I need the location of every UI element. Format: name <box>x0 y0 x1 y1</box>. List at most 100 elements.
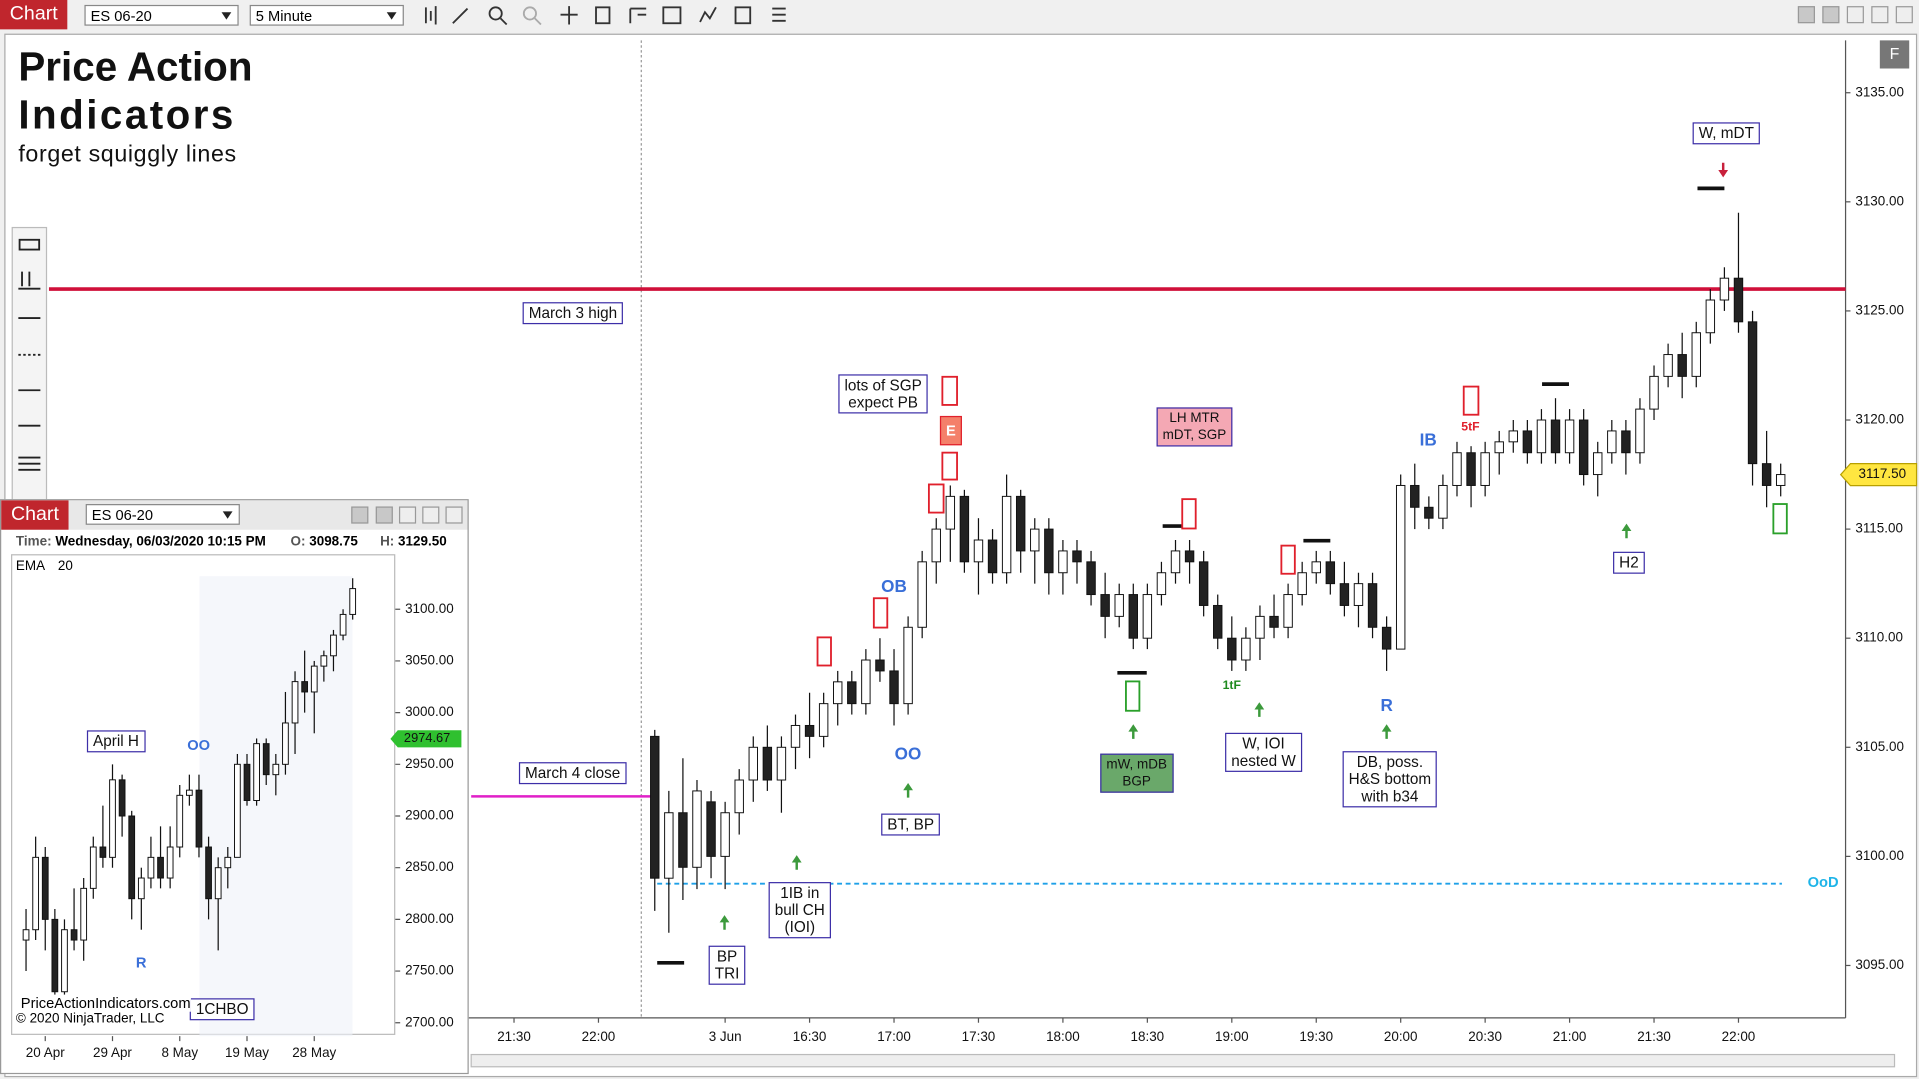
strategies-icon[interactable] <box>699 6 717 23</box>
indicators-icon[interactable] <box>662 6 682 25</box>
annotation: BT, BP <box>881 813 941 836</box>
inset-instrument-select[interactable]: ES 06-20 <box>85 504 240 525</box>
candle-body <box>1775 474 1786 486</box>
maximize-button[interactable] <box>1871 6 1889 24</box>
y-tick-label: 3105.00 <box>1855 739 1904 754</box>
signal-label: E <box>939 415 962 446</box>
candle-body <box>205 846 212 900</box>
candle-body <box>99 846 107 858</box>
x-tick-label: 22:00 <box>582 1029 616 1044</box>
high-value: 3129.50 <box>398 534 447 550</box>
footer-copyright: © 2020 NinjaTrader, LLC <box>15 1011 165 1027</box>
candle-body <box>1424 506 1434 519</box>
ema-tag: 2974.67 <box>404 730 450 745</box>
candle-body <box>1452 452 1462 486</box>
candle-body <box>748 746 758 781</box>
risk-tool[interactable] <box>18 271 41 290</box>
list-icon[interactable] <box>772 7 786 22</box>
candle-body <box>931 528 941 563</box>
y-tick-label: 3125.00 <box>1855 302 1904 317</box>
minimize-button[interactable] <box>398 506 417 524</box>
indicator-name: EMA <box>15 559 45 574</box>
zoom-out-icon[interactable] <box>522 6 542 26</box>
candle-body <box>320 655 328 667</box>
inset-annotation: April H <box>86 730 146 753</box>
chart-tab[interactable]: Chart <box>0 0 68 30</box>
candle-body <box>1367 583 1378 628</box>
candle-body <box>1213 604 1223 639</box>
candle-body <box>1691 332 1701 377</box>
close-button[interactable] <box>1895 6 1913 24</box>
zoom-in-icon[interactable] <box>488 6 508 26</box>
inset-chart: 2700.00 2750.00 2800.00 2850.00 2900.00 2950.… <box>22 576 462 1060</box>
shaded-region <box>199 576 353 1037</box>
properties-icon[interactable] <box>595 6 611 25</box>
candle-body <box>339 613 347 636</box>
candle-body <box>1522 430 1533 454</box>
candle-body <box>32 856 40 931</box>
x-tick-label: 20:30 <box>1468 1029 1502 1044</box>
candle-body <box>889 670 899 705</box>
candle-body <box>234 763 241 858</box>
scrollbar[interactable] <box>470 1053 1896 1068</box>
interval-select[interactable]: 5 Minute <box>249 4 404 26</box>
candle-body <box>1550 419 1561 454</box>
candle-body <box>1649 375 1659 410</box>
signal-label: 1tF <box>1222 678 1241 693</box>
inset-info: Time: Wednesday, 06/03/2020 10:15 PM O: … <box>16 535 447 550</box>
x-tick-label: 22:00 <box>1722 1029 1756 1044</box>
candle-body <box>1086 561 1096 596</box>
f-button-bg[interactable] <box>1879 40 1910 69</box>
brand-title: Indicators <box>18 91 236 138</box>
candle-body <box>804 724 815 737</box>
x-tick-label: 21:30 <box>1637 1029 1671 1044</box>
window-button[interactable] <box>1797 6 1815 24</box>
instrument-select[interactable]: ES 06-20 <box>84 4 239 26</box>
window-button[interactable] <box>375 506 393 524</box>
window-button[interactable] <box>1822 6 1840 24</box>
candle-body <box>41 856 49 920</box>
f-button[interactable]: F <box>1890 46 1900 63</box>
bars-icon[interactable] <box>424 6 437 25</box>
hline-tool[interactable] <box>18 456 41 471</box>
ruler-tool[interactable] <box>18 238 41 251</box>
toolbar-icons <box>424 6 786 26</box>
y-tick-label: 3110.00 <box>1855 630 1903 645</box>
x-tick-label: 18:00 <box>1046 1029 1080 1044</box>
candle-body <box>1128 594 1138 639</box>
x-tick-label: 19 May <box>225 1045 269 1060</box>
candle-body <box>214 867 222 900</box>
candle-body <box>291 681 299 724</box>
candle-body <box>1494 441 1504 454</box>
annotation: W, mDT <box>1692 122 1761 145</box>
crosshair-icon[interactable] <box>560 6 578 25</box>
candle-body <box>185 789 193 796</box>
candle-body <box>1170 550 1181 574</box>
annotation: W, IOI nested W <box>1225 732 1302 772</box>
templates-icon[interactable] <box>629 7 647 24</box>
candle-body <box>1761 463 1772 486</box>
y-tick-label: 2700.00 <box>405 1014 454 1029</box>
candle-body <box>720 812 730 857</box>
x-tick-label: 20:00 <box>1384 1029 1418 1044</box>
x-tick-label: 28 May <box>292 1045 336 1060</box>
candle-body <box>1564 419 1575 454</box>
minimize-button[interactable] <box>1846 6 1864 24</box>
annotation: DB, poss. H&S bottom with b34 <box>1342 751 1438 808</box>
level-label: March 4 close <box>518 762 627 785</box>
candle-body <box>195 789 203 848</box>
open-value: 3098.75 <box>309 534 358 550</box>
window-button[interactable] <box>351 506 369 524</box>
maximize-button[interactable] <box>422 506 440 524</box>
y-tick-label: 3115.00 <box>1855 521 1903 536</box>
draw-icon[interactable] <box>452 7 469 24</box>
data-box-icon[interactable] <box>734 6 752 25</box>
close-button[interactable] <box>445 506 463 524</box>
x-tick-label: 29 Apr <box>93 1045 132 1060</box>
inset-tab[interactable]: Chart <box>1 500 69 530</box>
candle-body <box>1044 528 1054 574</box>
price-tag: 3117.50 <box>1839 462 1918 487</box>
candle-body <box>973 539 984 563</box>
candle-body <box>776 746 787 781</box>
